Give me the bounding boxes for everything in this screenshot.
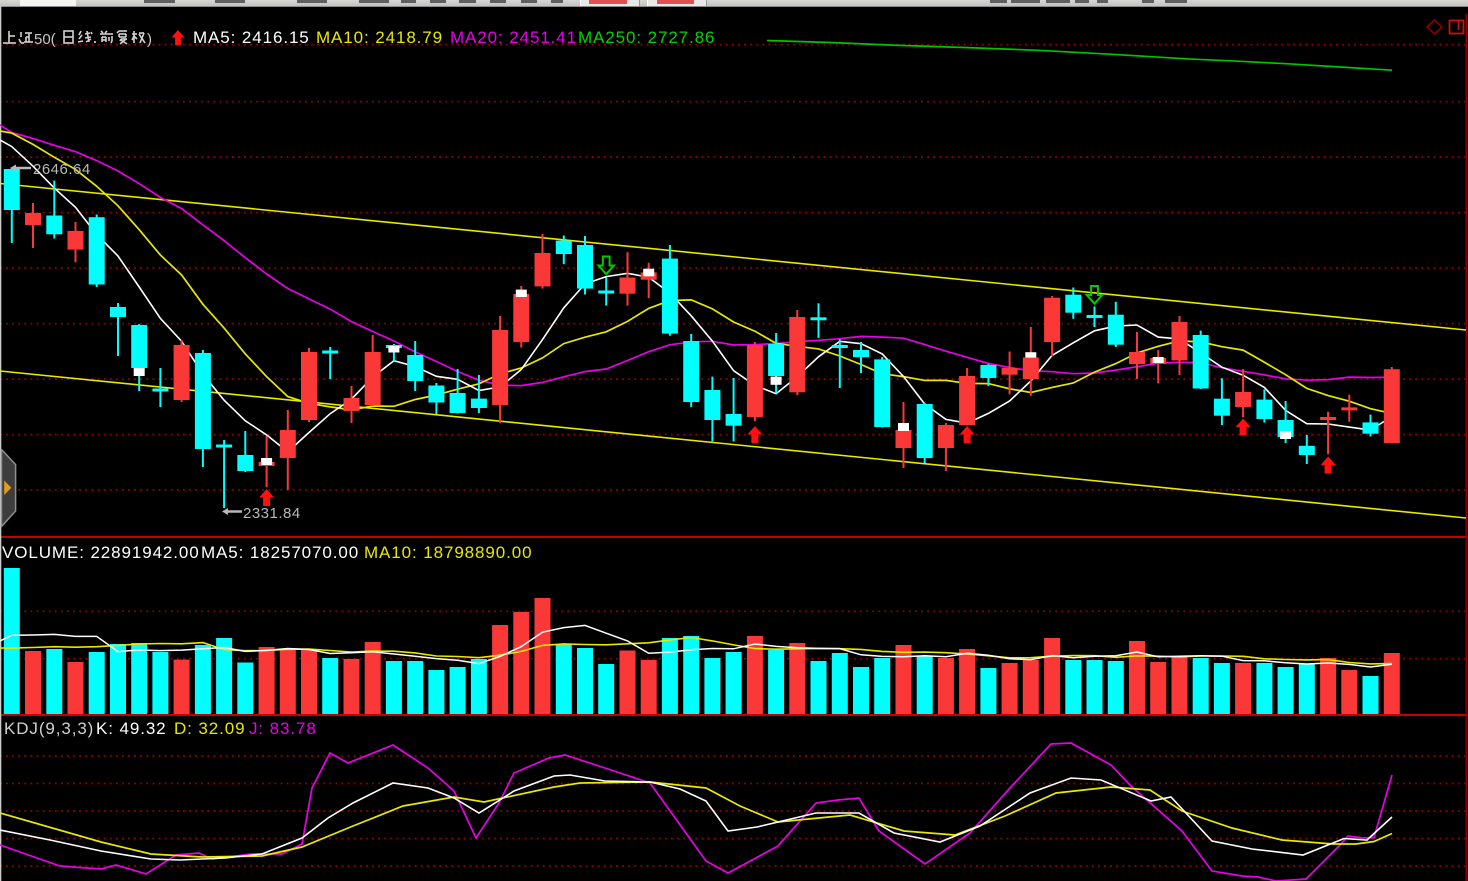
svg-text:J: 83.78: J: 83.78 <box>249 719 317 738</box>
svg-text:): ) <box>147 31 152 48</box>
svg-text:MA5: 18257070.00: MA5: 18257070.00 <box>201 543 359 562</box>
svg-text:MA10: 2418.79: MA10: 2418.79 <box>316 28 443 47</box>
svg-text:MA10: 18798890.00: MA10: 18798890.00 <box>364 543 532 562</box>
svg-text:MA5: 2416.15: MA5: 2416.15 <box>193 28 310 47</box>
svg-text:50(: 50( <box>34 31 56 48</box>
svg-text:MA250: 2727.86: MA250: 2727.86 <box>578 28 715 47</box>
svg-text:K: 49.32: K: 49.32 <box>96 719 167 738</box>
svg-text:MA20: 2451.41: MA20: 2451.41 <box>450 28 577 47</box>
svg-text:2646.64: 2646.64 <box>33 161 91 178</box>
svg-text:KDJ(9,3,3): KDJ(9,3,3) <box>4 719 94 738</box>
svg-text:D: 32.09: D: 32.09 <box>174 719 245 738</box>
svg-text:VOLUME: 22891942.00: VOLUME: 22891942.00 <box>2 543 200 562</box>
svg-text:2331.84: 2331.84 <box>243 505 301 522</box>
